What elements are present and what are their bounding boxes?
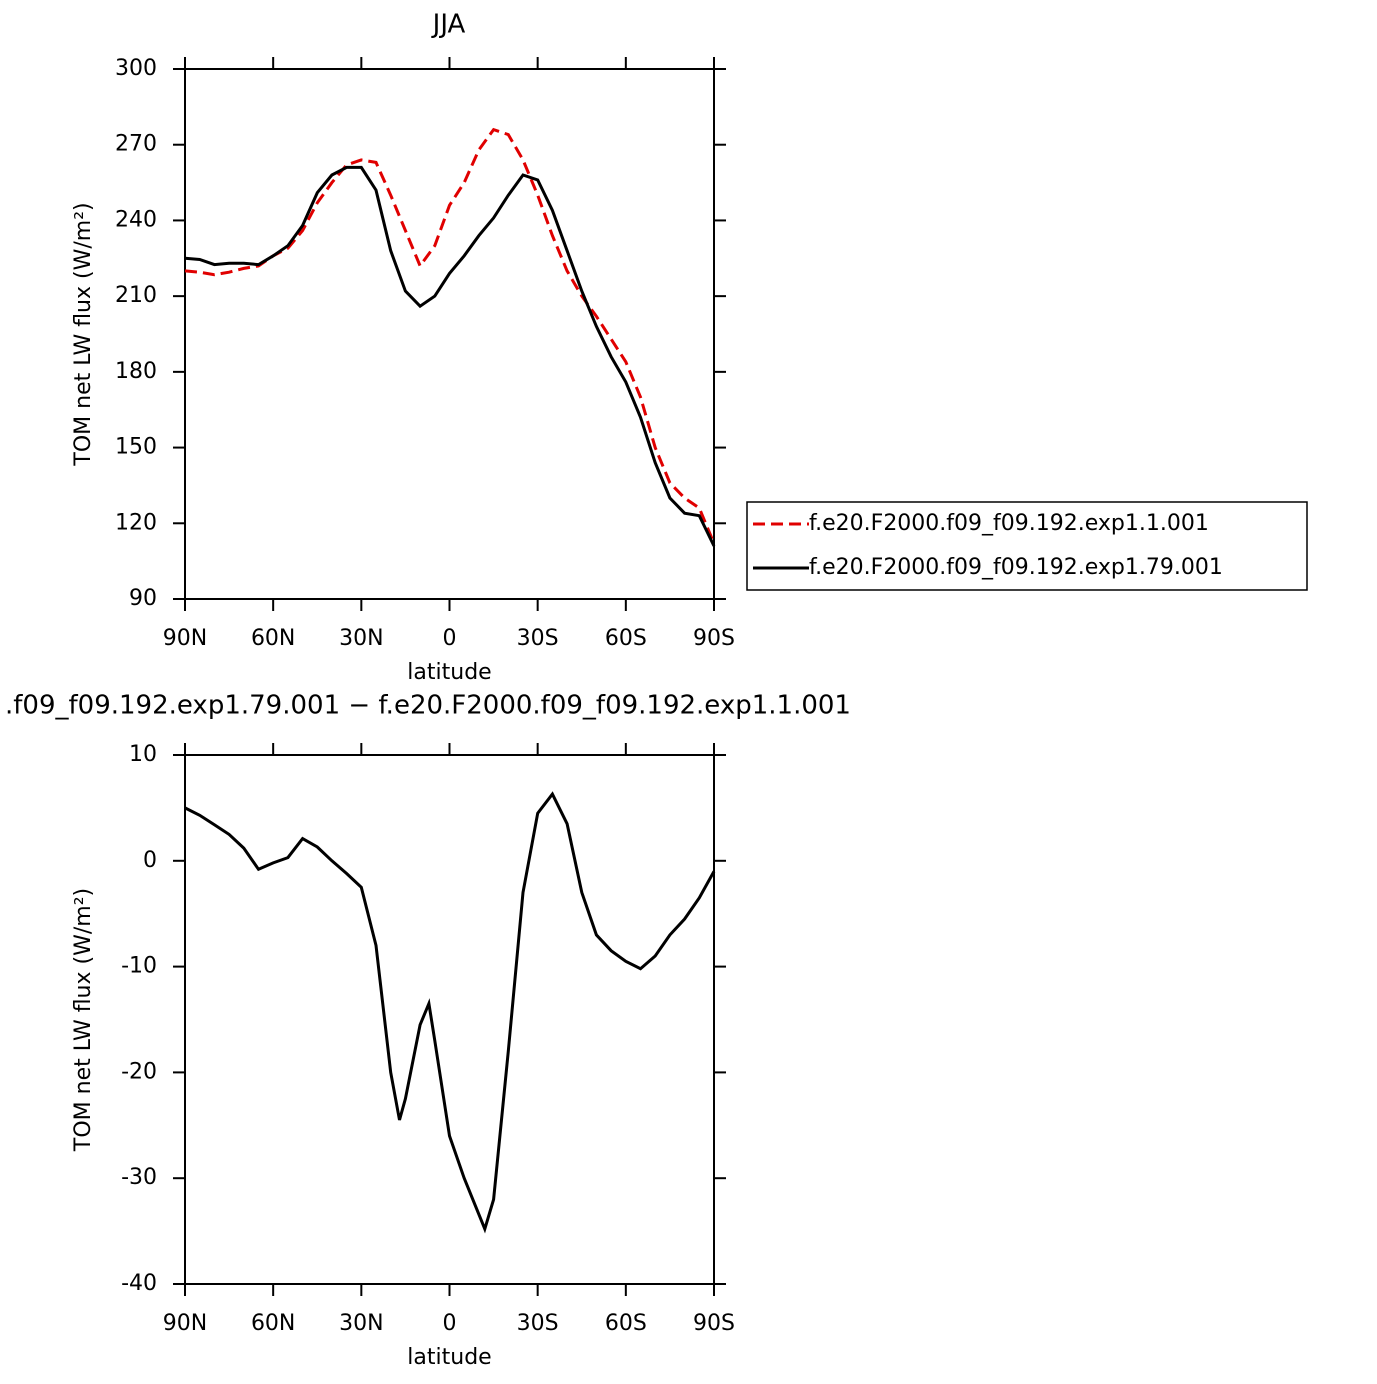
x-tick-label: 30N <box>339 1311 383 1336</box>
x-tick-label: 30N <box>339 626 383 651</box>
x-tick-label: 90N <box>163 626 207 651</box>
x-tick-label: 90S <box>693 626 735 651</box>
y-tick-label: -20 <box>121 1059 157 1084</box>
legend-label: f.e20.F2000.f09_f09.192.exp1.1.001 <box>809 511 1209 536</box>
y-tick-label: -30 <box>121 1165 157 1190</box>
x-tick-label: 30S <box>517 1311 559 1336</box>
y-tick-label: 270 <box>115 132 157 157</box>
y-tick-label: 90 <box>129 586 157 611</box>
y-tick-label: 150 <box>115 435 157 460</box>
y-tick-label: 120 <box>115 510 157 535</box>
x-tick-label: 60N <box>251 626 295 651</box>
data-line <box>184 127 716 545</box>
legend-label: f.e20.F2000.f09_f09.192.exp1.79.001 <box>809 555 1223 580</box>
plot-frame <box>184 754 715 1285</box>
plot-frame <box>184 68 715 600</box>
x-axis-label: latitude <box>407 660 491 685</box>
y-tick-label: 240 <box>115 207 157 232</box>
x-tick-label: 60S <box>605 626 647 651</box>
y-tick-label: 210 <box>115 283 157 308</box>
y-tick-label: 180 <box>115 359 157 384</box>
data-line <box>184 165 716 547</box>
y-tick-label: 300 <box>115 56 157 81</box>
y-axis-label: TOM net LW flux (W/m²) <box>71 888 96 1152</box>
x-tick-label: 0 <box>443 626 457 651</box>
data-line <box>184 791 716 1234</box>
x-tick-label: 60N <box>251 1311 295 1336</box>
x-tick-label: 30S <box>517 626 559 651</box>
x-tick-label: 60S <box>605 1311 647 1336</box>
chart-title: .f09_f09.192.exp1.79.001 − f.e20.F2000.f… <box>5 691 851 721</box>
chart-title: JJA <box>431 10 466 40</box>
y-tick-label: 10 <box>129 742 157 767</box>
x-tick-label: 90N <box>163 1311 207 1336</box>
y-tick-label: 0 <box>143 848 157 873</box>
y-tick-label: -40 <box>121 1271 157 1296</box>
y-tick-label: -10 <box>121 954 157 979</box>
y-axis-label: TOM net LW flux (W/m²) <box>71 202 96 466</box>
x-axis-label: latitude <box>407 1345 491 1370</box>
x-tick-label: 0 <box>443 1311 457 1336</box>
legend-box <box>746 501 1308 591</box>
x-tick-label: 90S <box>693 1311 735 1336</box>
